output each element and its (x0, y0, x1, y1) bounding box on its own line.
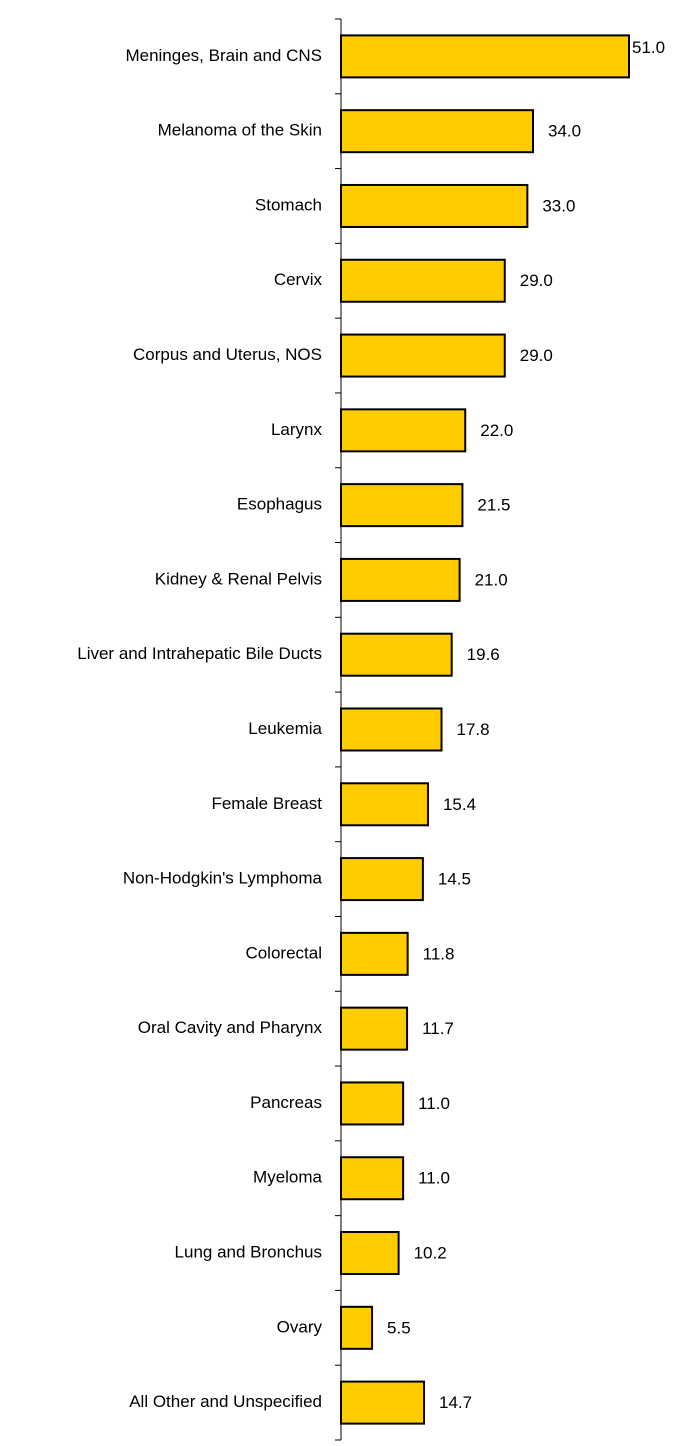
bar (340, 1081, 405, 1126)
bar (340, 1305, 374, 1350)
value-label: 21.5 (477, 496, 510, 515)
value-label: 10.2 (414, 1244, 447, 1263)
value-label: 11.0 (418, 1169, 450, 1188)
value-label: 29.0 (520, 346, 553, 365)
value-label: 14.5 (438, 870, 471, 889)
category-label: Melanoma of the Skin (158, 121, 322, 140)
value-label: 11.7 (422, 1019, 454, 1038)
bar (340, 782, 429, 827)
category-label: All Other and Unspecified (129, 1392, 322, 1411)
value-label: 11.0 (418, 1094, 450, 1113)
bar (340, 1231, 400, 1276)
category-label: Female Breast (211, 794, 322, 813)
bar (340, 1380, 426, 1425)
value-label: 33.0 (542, 196, 575, 215)
bar (340, 707, 443, 752)
bar (340, 258, 506, 303)
bar (340, 483, 464, 528)
category-label: Myeloma (253, 1168, 323, 1187)
value-label: 22.0 (480, 421, 513, 440)
bar (340, 857, 424, 902)
bar (340, 183, 529, 228)
value-label: 15.4 (443, 795, 476, 814)
bar (340, 109, 534, 154)
bar (340, 632, 453, 677)
bar (340, 1006, 409, 1051)
value-label: 11.8 (423, 944, 455, 963)
category-label: Oral Cavity and Pharynx (138, 1018, 323, 1037)
category-label: Esophagus (237, 495, 322, 514)
value-label: 19.6 (467, 645, 500, 664)
value-label: 34.0 (548, 122, 581, 141)
category-label: Leukemia (248, 719, 322, 738)
bar (340, 333, 506, 378)
bar (340, 931, 409, 976)
category-label: Ovary (277, 1317, 323, 1336)
value-label: 5.5 (387, 1318, 411, 1337)
category-label: Liver and Intrahepatic Bile Ducts (77, 644, 322, 663)
category-label: Meninges, Brain and CNS (125, 46, 322, 65)
category-label: Kidney & Renal Pelvis (155, 569, 322, 588)
bar (340, 1156, 405, 1201)
value-label: 29.0 (520, 271, 553, 290)
bar (340, 34, 630, 79)
value-label: 21.0 (475, 570, 508, 589)
category-label: Pancreas (250, 1093, 322, 1112)
category-label: Corpus and Uterus, NOS (133, 345, 322, 364)
category-label: Lung and Bronchus (175, 1243, 322, 1262)
category-label: Cervix (274, 270, 323, 289)
category-label: Non-Hodgkin's Lymphoma (123, 869, 323, 888)
bar (340, 557, 461, 602)
category-label: Colorectal (245, 943, 322, 962)
bar (340, 408, 467, 453)
value-label: 17.8 (457, 720, 490, 739)
value-label: 14.7 (439, 1393, 472, 1412)
category-label: Larynx (271, 420, 323, 439)
category-label: Stomach (255, 195, 322, 214)
value-label: 51.0 (632, 38, 665, 57)
